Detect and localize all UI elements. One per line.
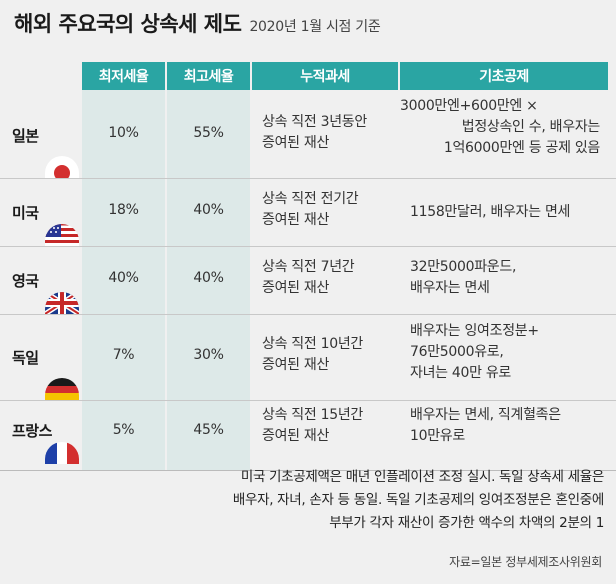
row-divider <box>0 246 616 247</box>
title-row: 해외 주요국의 상속세 제도 2020년 1월 시점 기준 <box>14 8 381 42</box>
header-deduction: 기초공제 <box>400 62 608 90</box>
header-min-rate: 최저세율 <box>82 62 165 90</box>
max-rate-column-shade <box>167 90 250 470</box>
footnote: 미국 기초공제액은 매년 인플레이션 조정 실시. 독일 상속세 세율은 배우자… <box>0 466 604 535</box>
germany-deduction-line3: 자녀는 40만 유로 <box>410 365 511 381</box>
japan-deduction-line3: 1억6000만엔 등 공제 있음 <box>443 140 600 156</box>
germany-cumulative: 상속 직전 10년간 증여된 재산 <box>262 334 363 376</box>
country-japan: 일본 <box>12 127 39 145</box>
page-subtitle: 2020년 1월 시점 기준 <box>249 19 381 35</box>
usa-cumulative-line2: 증여된 재산 <box>262 212 330 228</box>
france-cumulative-line1: 상속 직전 15년간 <box>262 407 363 423</box>
japan-cumulative-line2: 증여된 재산 <box>262 135 330 151</box>
header-cumulative: 누적과세 <box>252 62 398 90</box>
germany-deduction: 배우자는 잉여조정분+ 76만5000유로, 자녀는 40만 유로 <box>410 321 539 384</box>
japan-cumulative: 상속 직전 3년동안 증여된 재산 <box>262 112 367 154</box>
germany-flag-icon <box>45 378 79 400</box>
france-cumulative: 상속 직전 15년간 증여된 재산 <box>262 405 363 447</box>
france-deduction: 배우자는 면세, 직계혈족은 10만유로 <box>410 405 561 447</box>
usa-cumulative: 상속 직전 전기간 증여된 재산 <box>262 189 359 231</box>
row-divider <box>0 178 616 179</box>
country-uk: 영국 <box>12 272 39 290</box>
japan-flag-icon <box>45 156 79 178</box>
uk-cumulative-line1: 상속 직전 7년간 <box>262 259 355 275</box>
uk-cumulative: 상속 직전 7년간 증여된 재산 <box>262 257 355 299</box>
germany-cumulative-line2: 증여된 재산 <box>262 357 330 373</box>
germany-deduction-line2: 76만5000유로, <box>410 344 504 360</box>
footnote-line3: 부부가 각자 재산이 증가한 액수의 차액의 2분의 1 <box>329 515 604 531</box>
japan-deduction-line1: 3000만엔+600만엔 × <box>400 98 538 114</box>
uk-deduction: 32만5000파운드, 배우자는 면세 <box>410 257 516 299</box>
footnote-line1: 미국 기초공제액은 매년 인플레이션 조정 실시. 독일 상속세 세율은 <box>240 469 604 485</box>
france-deduction-line2: 10만유로 <box>410 428 465 444</box>
france-min-rate: 5% <box>112 422 135 438</box>
uk-flag-icon <box>45 292 79 314</box>
country-germany: 독일 <box>12 349 39 367</box>
footnote-line2: 배우자, 자녀, 손자 등 동일. 독일 기초공제의 잉여조정분은 혼인중에 <box>232 492 604 508</box>
uk-deduction-line1: 32만5000파운드, <box>410 259 517 275</box>
france-max-rate: 45% <box>193 422 224 438</box>
page-title: 해외 주요국의 상속세 제도 <box>14 12 242 36</box>
usa-min-rate: 18% <box>108 202 139 218</box>
germany-cumulative-line1: 상속 직전 10년간 <box>262 336 363 352</box>
japan-deduction-line2: 법정상속인 수, 배우자는 <box>461 119 601 135</box>
usa-cumulative-line1: 상속 직전 전기간 <box>262 191 359 207</box>
source-credit: 자료=일본 정부세제조사위원회 <box>449 555 602 569</box>
uk-deduction-line2: 배우자는 면세 <box>410 280 490 296</box>
country-france: 프랑스 <box>12 422 52 440</box>
france-flag-icon <box>45 442 79 464</box>
row-divider <box>0 314 616 315</box>
uk-cumulative-line2: 증여된 재산 <box>262 280 330 296</box>
germany-deduction-line1: 배우자는 잉여조정분+ <box>410 323 539 339</box>
header-max-rate: 최고세율 <box>167 62 250 90</box>
usa-deduction-line1: 1158만달러, 배우자는 면세 <box>410 204 571 220</box>
usa-max-rate: 40% <box>193 202 224 218</box>
row-divider <box>0 400 616 401</box>
min-rate-column-shade <box>82 90 165 470</box>
country-usa: 미국 <box>12 204 39 222</box>
japan-cumulative-line1: 상속 직전 3년동안 <box>262 114 367 130</box>
japan-max-rate: 55% <box>193 125 224 141</box>
usa-deduction: 1158만달러, 배우자는 면세 <box>410 202 570 223</box>
table-bottom-border <box>0 470 616 471</box>
japan-deduction: 3000만엔+600만엔 × 법정상속인 수, 배우자는 1억6000만엔 등 … <box>400 96 600 159</box>
germany-max-rate: 30% <box>193 347 224 363</box>
uk-min-rate: 40% <box>108 270 139 286</box>
japan-min-rate: 10% <box>108 125 139 141</box>
france-cumulative-line2: 증여된 재산 <box>262 428 330 444</box>
france-deduction-line1: 배우자는 면세, 직계혈족은 <box>410 407 561 423</box>
usa-flag-icon <box>45 224 79 246</box>
germany-min-rate: 7% <box>112 347 135 363</box>
uk-max-rate: 40% <box>193 270 224 286</box>
